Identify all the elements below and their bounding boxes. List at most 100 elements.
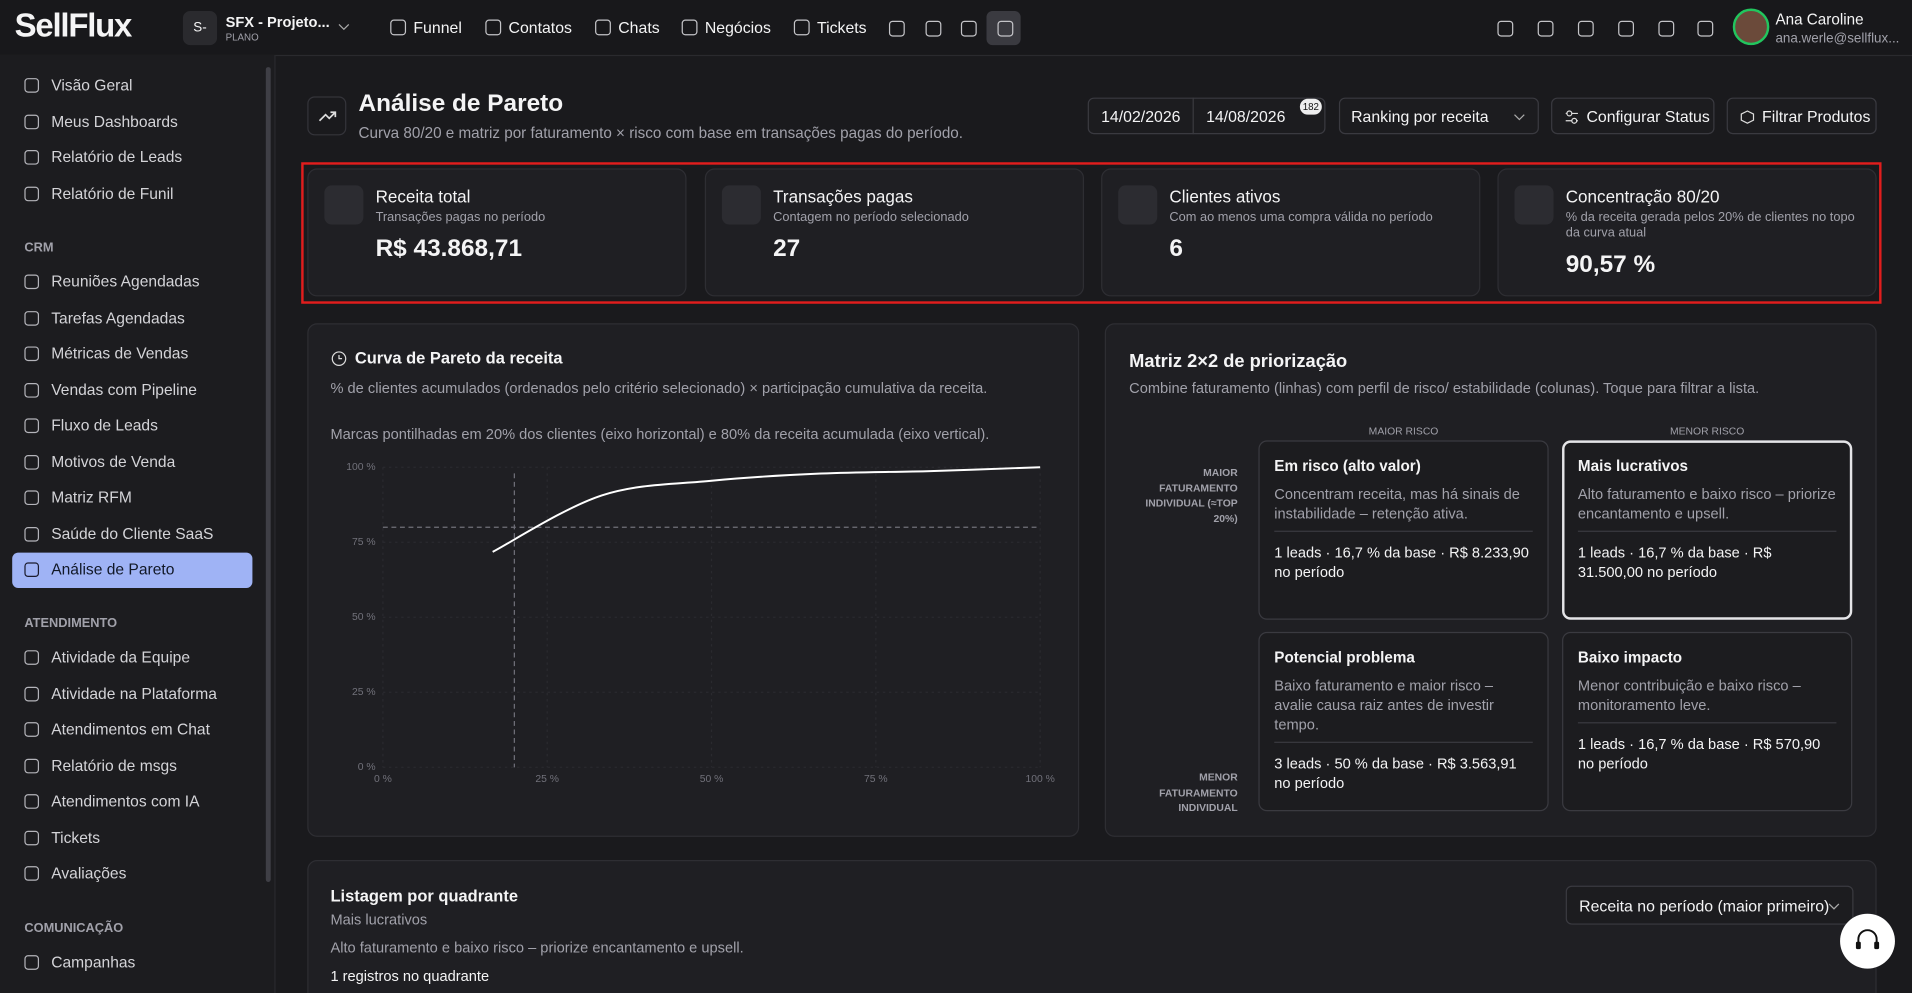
menu-icon	[24, 955, 40, 970]
icon-button	[960, 20, 977, 37]
listing-quadrant: Mais lucrativos	[330, 911, 428, 929]
menu-item[interactable]: Fluxo de Leads	[51, 415, 158, 435]
kpi-icon	[324, 185, 364, 225]
nav-item[interactable]: Contatos	[508, 18, 572, 37]
menu-icon	[24, 526, 40, 542]
menu-item[interactable]: Atendimentos com IA	[51, 791, 200, 811]
nav-item[interactable]: Funnel	[413, 18, 462, 37]
nav-item[interactable]: Tickets	[816, 18, 867, 37]
menu-item[interactable]: Reuniões Agendadas	[51, 272, 200, 291]
kpi-value: R$ 43.868,71	[375, 235, 523, 263]
nav-item[interactable]: Chats	[618, 18, 660, 37]
menu-item[interactable]: Relatório de msgs	[51, 755, 177, 775]
x-tick-label: 0 %	[374, 774, 392, 785]
matrix-cell[interactable]	[1258, 631, 1549, 812]
active-icon-button[interactable]	[986, 10, 1021, 46]
highlight-box	[301, 162, 1882, 304]
logo[interactable]: SellFlux	[14, 7, 133, 44]
header-icon	[307, 96, 347, 136]
menu-icon	[24, 686, 40, 701]
sort-select[interactable]: Receita no período (maior primeiro)	[1565, 885, 1854, 925]
date-start[interactable]: 14/02/2026	[1101, 106, 1181, 126]
icon-button	[1537, 20, 1554, 37]
cell-divider	[1274, 741, 1533, 743]
menu-item[interactable]: Atividade na Plataforma	[51, 683, 217, 703]
cell-title: Em risco (alto valor)	[1274, 457, 1421, 475]
kpi-icon	[721, 185, 761, 225]
menu-icon	[24, 186, 40, 201]
menu-item[interactable]: Saúde do Cliente SaaS	[51, 523, 214, 543]
section-title: CRM	[24, 240, 54, 255]
matrix-cell[interactable]	[1562, 631, 1853, 812]
kpi-label: Concentração 80/20	[1565, 186, 1720, 207]
kpi-icon	[1118, 185, 1158, 225]
menu-item[interactable]: Visão Geral	[51, 75, 133, 94]
menu-item[interactable]: Relatório de Funil	[51, 183, 174, 202]
page-subtitle: Curva 80/20 e matriz por faturamento × r…	[358, 124, 964, 142]
project-name[interactable]: SFX - Projeto...	[225, 13, 330, 31]
cell-description: Alto faturamento e baixo risco – prioriz…	[1577, 485, 1836, 523]
menu-icon	[24, 418, 40, 434]
cell-divider	[1577, 530, 1837, 532]
listing-description: Alto faturamento e baixo risco – prioriz…	[330, 939, 744, 957]
configure-label[interactable]: Configurar Status	[1586, 106, 1710, 126]
menu-icon	[24, 758, 40, 773]
pareto-note: Marcas pontilhadas em 20% dos clientes (…	[330, 425, 990, 443]
x-tick-label: 75 %	[864, 774, 888, 785]
icon-button	[997, 20, 1014, 37]
filter-button[interactable]: Filtrar Produtos	[1726, 97, 1877, 135]
menu-item[interactable]: Matriz RFM	[51, 487, 132, 507]
menu-item[interactable]: Atividade da Equipe	[51, 647, 191, 667]
chevron[interactable]	[338, 21, 350, 33]
help-button[interactable]	[1840, 913, 1895, 969]
kpi-sublabel: Contagem no período selecionado	[773, 209, 969, 225]
menu-item[interactable]: Motivos de Venda	[51, 451, 176, 471]
menu-item[interactable]: Campanhas	[51, 952, 136, 972]
menu-item[interactable]: Atendimentos em Chat	[51, 719, 210, 739]
kpi-value: 27	[773, 235, 801, 263]
kpi-card	[1497, 168, 1877, 297]
nav-icon	[390, 19, 407, 36]
pareto-chart: 0 % 25 % 50 % 75 % 100 % 0 % 25 % 50 % 75 % 100 %	[346, 462, 1055, 785]
icon-button	[1697, 20, 1714, 37]
menu-item[interactable]: Tarefas Agendadas	[51, 308, 185, 327]
cell-title: Mais lucrativos	[1577, 457, 1689, 475]
kpi-label: Clientes ativos	[1169, 186, 1281, 207]
matrix-cell[interactable]	[1562, 440, 1853, 620]
user-name[interactable]: Ana Caroline	[1775, 10, 1864, 29]
cell-divider	[1274, 530, 1533, 532]
filter-label[interactable]: Filtrar Produtos	[1762, 106, 1871, 126]
kpi-card	[1101, 168, 1481, 297]
icon-button	[1497, 20, 1514, 37]
menu-item[interactable]: Meus Dashboards	[51, 111, 178, 130]
date-end[interactable]: 14/08/2026	[1206, 106, 1286, 126]
menu-icon	[24, 722, 40, 737]
cell-stats: 3 leads · 50 % da base · R$ 3.563,91 no …	[1274, 755, 1517, 792]
nav-item[interactable]: Negócios	[704, 18, 771, 37]
project-avatar[interactable]: S-	[182, 10, 218, 46]
listing-count: 1 registros no quadrante	[330, 967, 490, 985]
matrix-cell[interactable]	[1258, 440, 1549, 620]
row-label: MAIOR FATURAMENTO INDIVIDUAL (≈TOP 20%)	[1145, 466, 1238, 524]
kpi-card	[307, 168, 687, 297]
kpi-label: Receita total	[375, 186, 471, 207]
menu-item[interactable]: Tickets	[51, 827, 101, 847]
configure-button[interactable]: Configurar Status	[1551, 97, 1715, 135]
menu-item[interactable]: Métricas de Vendas	[51, 344, 189, 363]
sort-label[interactable]: Receita no período (maior primeiro)	[1579, 896, 1830, 915]
menu-item[interactable]: Análise de Pareto	[51, 559, 175, 579]
menu-icon	[24, 274, 40, 290]
ranking-select[interactable]: Ranking por receita	[1338, 97, 1539, 135]
menu-icon	[24, 150, 40, 165]
ranking-label[interactable]: Ranking por receita	[1351, 106, 1489, 126]
menu-icon	[24, 346, 40, 362]
cell-title: Baixo impacto	[1577, 648, 1683, 667]
menu-item[interactable]: Avaliações	[51, 863, 127, 882]
menu-item[interactable]: Vendas com Pipeline	[51, 379, 197, 399]
cell-divider	[1577, 722, 1837, 724]
menu-item[interactable]: Relatório de Leads	[51, 147, 183, 166]
kpi-value: 6	[1169, 235, 1183, 263]
user-avatar[interactable]	[1732, 8, 1770, 46]
date-range[interactable]: 14/02/2026 14/08/2026	[1087, 97, 1326, 135]
